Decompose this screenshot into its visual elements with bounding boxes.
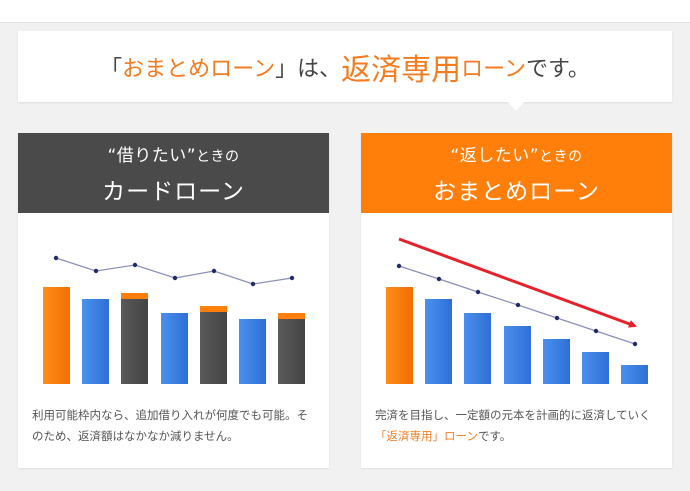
illustration-point	[436, 276, 442, 282]
illustration-point	[211, 268, 217, 274]
headline-product-name: おまとめローン	[122, 56, 276, 82]
headline-open-bracket: 「	[100, 56, 123, 82]
illustration-bar	[386, 287, 413, 384]
illustration-point	[554, 315, 560, 321]
consolidation-loan-subtitle: “返したい”ときの	[450, 141, 582, 166]
illustration-bar	[43, 287, 70, 384]
illustration-bar	[239, 319, 266, 384]
illustration-bar	[278, 313, 305, 384]
decreasing-trend-arrow	[398, 237, 637, 328]
illustration-point	[396, 263, 402, 269]
headline-tail: です。	[526, 56, 590, 82]
top-strip	[0, 0, 690, 23]
consolidation-loan-description-end: です。	[477, 429, 512, 443]
illustration-bar	[200, 306, 227, 384]
illustration-trend-line	[55, 257, 293, 285]
consolidation-loan-description-highlight: 「返済専用」ローン	[375, 429, 478, 443]
consolidation-loan-description: 完済を目指し、一定額の元本を計画的に返済していく「返済専用」ローンです。	[375, 405, 658, 447]
illustration-bar	[425, 299, 452, 384]
card-loan-description: 利用可能枠内なら、追加借り入れが何度でも可能。そのため、返済額はなかなか減りませ…	[32, 408, 308, 443]
illustration-bar	[464, 313, 491, 384]
illustration-bar-added-portion	[121, 293, 148, 299]
headline-close-bracket: 」	[275, 56, 298, 82]
illustration-point	[53, 255, 59, 261]
consolidation-loan-description-start: 完済を目指し、一定額の元本を計画的に返済していく	[375, 408, 651, 422]
illustration-point	[93, 268, 99, 274]
illustration-point	[250, 281, 256, 287]
illustration-point	[172, 275, 178, 281]
illustration-point	[132, 262, 138, 268]
card-loan-subtitle-em: “借りたい”	[107, 145, 197, 166]
illustration-point	[475, 289, 481, 295]
card-loan-illustration	[43, 255, 305, 384]
consolidation-loan-card: “返したい”ときの おまとめローン 完済を目指し、一定額の元本を計画的に返済して…	[361, 133, 672, 468]
illustration-bar	[543, 339, 570, 384]
illustration-bar	[504, 326, 531, 384]
speech-bubble-pointer	[507, 101, 525, 111]
illustration-bar-added-portion	[200, 306, 227, 312]
headline-product-suffix: ローン	[461, 56, 527, 82]
illustration-bar	[582, 352, 609, 384]
illustration-point	[289, 275, 295, 281]
consolidation-loan-illustration	[386, 237, 648, 384]
card-loan-subtitle-rest: ときの	[196, 148, 240, 165]
consolidation-loan-title: おまとめローン	[433, 178, 600, 205]
card-loan-title: カードローン	[102, 178, 245, 205]
illustration-point	[632, 341, 638, 347]
illustration-bar	[121, 293, 148, 384]
illustration-point	[593, 328, 599, 334]
illustration-bar	[621, 365, 648, 384]
card-loan-header: “借りたい”ときの カードローン	[18, 133, 329, 213]
consolidation-loan-subtitle-rest: ときの	[539, 148, 583, 165]
illustration-bar	[82, 299, 109, 384]
illustration-bar	[161, 313, 188, 384]
illustration-point	[515, 302, 521, 308]
card-loan-card: “借りたい”ときの カードローン 利用可能枠内なら、追加借り入れが何度でも可能。…	[18, 133, 329, 468]
consolidation-loan-header: “返したい”ときの おまとめローン	[361, 133, 672, 213]
headline-middle-text: は、	[297, 56, 342, 82]
headline-banner: 「 おまとめローン 」 は、 返済専用 ローン です。	[18, 31, 672, 102]
headline-key-phrase: 返済専用	[341, 52, 462, 88]
card-loan-subtitle: “借りたい”ときの	[107, 141, 239, 166]
consolidation-loan-subtitle-em: “返したい”	[450, 145, 540, 166]
illustration-bar-added-portion	[278, 313, 305, 319]
